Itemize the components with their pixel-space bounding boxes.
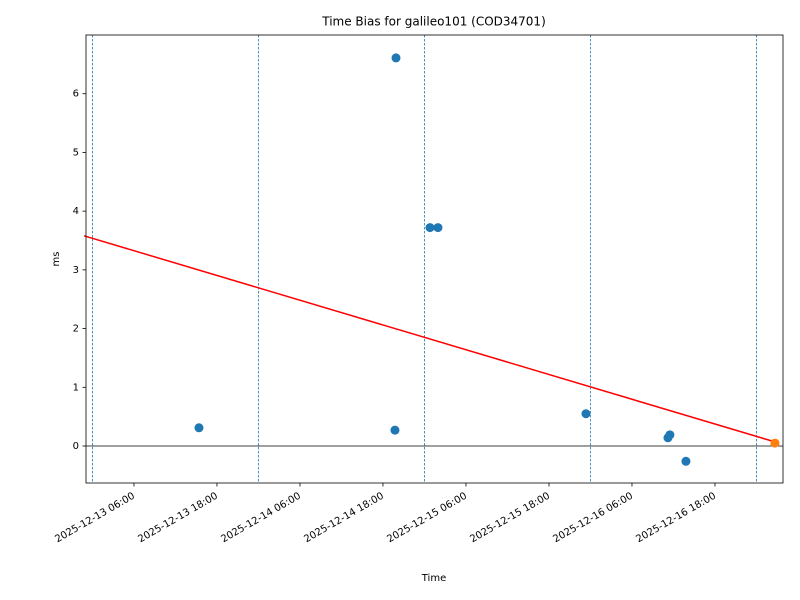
- y-tick-label: 0: [73, 441, 79, 452]
- x-tick-label: 2025-12-14 06:00: [219, 491, 303, 546]
- x-tick-label: 2025-12-15 18:00: [468, 491, 552, 546]
- x-tick-label: 2025-12-16 06:00: [551, 491, 635, 546]
- y-tick-label: 2: [73, 324, 79, 335]
- x-axis-label: Time: [421, 573, 446, 584]
- data-point: [433, 223, 443, 233]
- data-point: [391, 53, 401, 63]
- data-point: [681, 456, 691, 466]
- chart-title: Time Bias for galileo101 (COD34701): [321, 15, 546, 29]
- x-tick-label: 2025-12-13 18:00: [136, 491, 220, 546]
- data-point: [425, 223, 435, 233]
- data-point: [390, 425, 400, 435]
- y-tick-label: 1: [73, 382, 79, 393]
- x-tick-label: 2025-12-16 18:00: [634, 491, 718, 546]
- plot-frame: [85, 34, 784, 484]
- y-tick-label: 6: [73, 89, 79, 100]
- y-tick-label: 5: [73, 147, 79, 158]
- data-point: [770, 438, 780, 448]
- trend-line: [83, 235, 776, 443]
- data-point: [194, 423, 204, 433]
- y-tick-label: 3: [73, 265, 79, 276]
- y-tick-label: 4: [73, 206, 79, 217]
- x-tick-label: 2025-12-15 06:00: [385, 491, 469, 546]
- x-tick-label: 2025-12-13 06:00: [53, 491, 137, 546]
- data-point: [665, 430, 675, 440]
- y-axis-label: ms: [51, 252, 62, 267]
- data-point: [581, 409, 591, 419]
- x-tick-label: 2025-12-14 18:00: [302, 491, 386, 546]
